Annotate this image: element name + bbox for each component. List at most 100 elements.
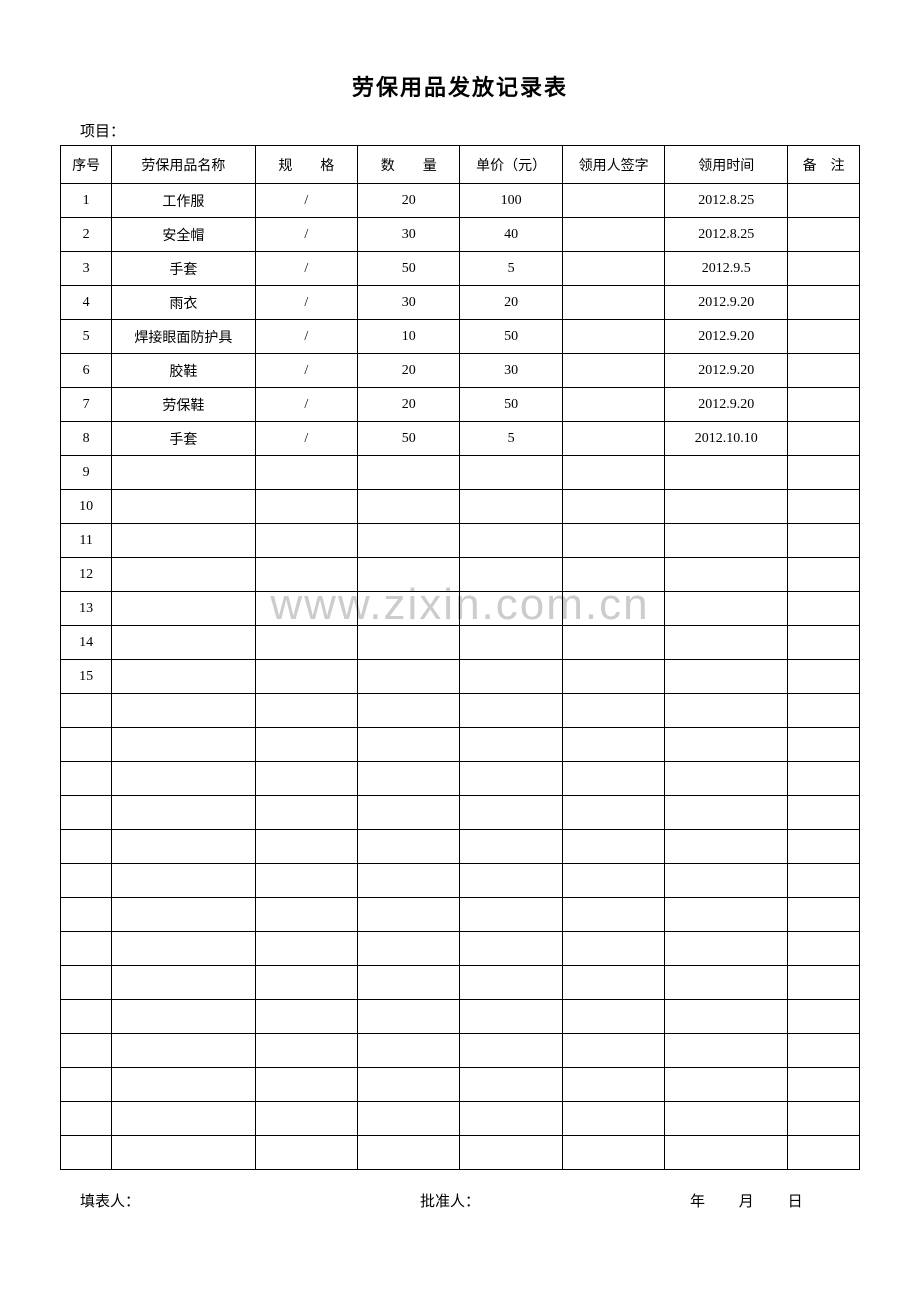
cell-seq: 11 bbox=[61, 524, 112, 558]
cell-spec: / bbox=[255, 320, 357, 354]
cell-spec bbox=[255, 830, 357, 864]
cell-spec bbox=[255, 490, 357, 524]
cell-name bbox=[112, 762, 255, 796]
cell-qty bbox=[358, 898, 460, 932]
cell-date bbox=[665, 1000, 788, 1034]
table-row bbox=[61, 864, 860, 898]
cell-name bbox=[112, 592, 255, 626]
cell-date: 2012.9.20 bbox=[665, 354, 788, 388]
footer-row: 填表人： 批准人： 年 月 日 bbox=[60, 1190, 860, 1211]
cell-remark bbox=[788, 252, 860, 286]
cell-spec bbox=[255, 524, 357, 558]
cell-name: 劳保鞋 bbox=[112, 388, 255, 422]
cell-name: 手套 bbox=[112, 422, 255, 456]
cell-price bbox=[460, 830, 562, 864]
cell-sign bbox=[562, 592, 664, 626]
cell-price bbox=[460, 932, 562, 966]
cell-seq bbox=[61, 898, 112, 932]
cell-spec bbox=[255, 456, 357, 490]
cell-remark bbox=[788, 830, 860, 864]
cell-name: 工作服 bbox=[112, 184, 255, 218]
cell-name: 焊接眼面防护具 bbox=[112, 320, 255, 354]
cell-remark bbox=[788, 558, 860, 592]
table-row bbox=[61, 830, 860, 864]
cell-spec bbox=[255, 1000, 357, 1034]
footer-filler: 填表人： bbox=[80, 1190, 420, 1211]
table-row: 10 bbox=[61, 490, 860, 524]
cell-name: 手套 bbox=[112, 252, 255, 286]
table-row bbox=[61, 728, 860, 762]
cell-spec bbox=[255, 558, 357, 592]
cell-sign bbox=[562, 184, 664, 218]
cell-seq: 4 bbox=[61, 286, 112, 320]
cell-name bbox=[112, 1034, 255, 1068]
cell-spec bbox=[255, 592, 357, 626]
cell-sign bbox=[562, 1000, 664, 1034]
table-row: 3手套/5052012.9.5 bbox=[61, 252, 860, 286]
cell-name bbox=[112, 1000, 255, 1034]
cell-name bbox=[112, 524, 255, 558]
header-remark: 备 注 bbox=[788, 146, 860, 184]
cell-remark bbox=[788, 1068, 860, 1102]
cell-seq: 1 bbox=[61, 184, 112, 218]
cell-seq bbox=[61, 1068, 112, 1102]
cell-remark bbox=[788, 218, 860, 252]
cell-name: 安全帽 bbox=[112, 218, 255, 252]
cell-sign bbox=[562, 728, 664, 762]
cell-seq bbox=[61, 1000, 112, 1034]
cell-price: 5 bbox=[460, 422, 562, 456]
cell-name bbox=[112, 456, 255, 490]
document-page: 劳保用品发放记录表 项目： 序号 劳保用品名称 规 格 数 量 单价（元） 领用… bbox=[0, 0, 920, 1211]
cell-remark bbox=[788, 898, 860, 932]
cell-qty bbox=[358, 626, 460, 660]
cell-name bbox=[112, 966, 255, 1000]
cell-seq bbox=[61, 1136, 112, 1170]
cell-sign bbox=[562, 660, 664, 694]
cell-name bbox=[112, 1102, 255, 1136]
cell-remark bbox=[788, 1034, 860, 1068]
table-row: 11 bbox=[61, 524, 860, 558]
cell-price: 30 bbox=[460, 354, 562, 388]
cell-remark bbox=[788, 286, 860, 320]
cell-date bbox=[665, 864, 788, 898]
table-row: 13 bbox=[61, 592, 860, 626]
cell-remark bbox=[788, 762, 860, 796]
cell-qty bbox=[358, 694, 460, 728]
cell-sign bbox=[562, 1136, 664, 1170]
cell-qty: 10 bbox=[358, 320, 460, 354]
cell-spec bbox=[255, 694, 357, 728]
cell-price bbox=[460, 626, 562, 660]
cell-remark bbox=[788, 456, 860, 490]
table-row bbox=[61, 932, 860, 966]
cell-seq bbox=[61, 830, 112, 864]
cell-sign bbox=[562, 898, 664, 932]
cell-seq: 12 bbox=[61, 558, 112, 592]
table-row bbox=[61, 966, 860, 1000]
cell-remark bbox=[788, 422, 860, 456]
cell-qty bbox=[358, 864, 460, 898]
cell-name bbox=[112, 728, 255, 762]
cell-seq: 2 bbox=[61, 218, 112, 252]
cell-date bbox=[665, 490, 788, 524]
cell-date: 2012.8.25 bbox=[665, 218, 788, 252]
table-row: 15 bbox=[61, 660, 860, 694]
cell-qty bbox=[358, 830, 460, 864]
cell-price bbox=[460, 864, 562, 898]
cell-name bbox=[112, 1136, 255, 1170]
cell-seq: 9 bbox=[61, 456, 112, 490]
cell-sign bbox=[562, 286, 664, 320]
cell-sign bbox=[562, 830, 664, 864]
header-spec: 规 格 bbox=[255, 146, 357, 184]
cell-price bbox=[460, 762, 562, 796]
cell-seq bbox=[61, 1034, 112, 1068]
cell-remark bbox=[788, 592, 860, 626]
header-sign: 领用人签字 bbox=[562, 146, 664, 184]
cell-spec bbox=[255, 1102, 357, 1136]
cell-qty bbox=[358, 728, 460, 762]
cell-seq bbox=[61, 728, 112, 762]
cell-price bbox=[460, 1034, 562, 1068]
cell-qty bbox=[358, 490, 460, 524]
cell-sign bbox=[562, 252, 664, 286]
table-row bbox=[61, 898, 860, 932]
cell-name bbox=[112, 694, 255, 728]
